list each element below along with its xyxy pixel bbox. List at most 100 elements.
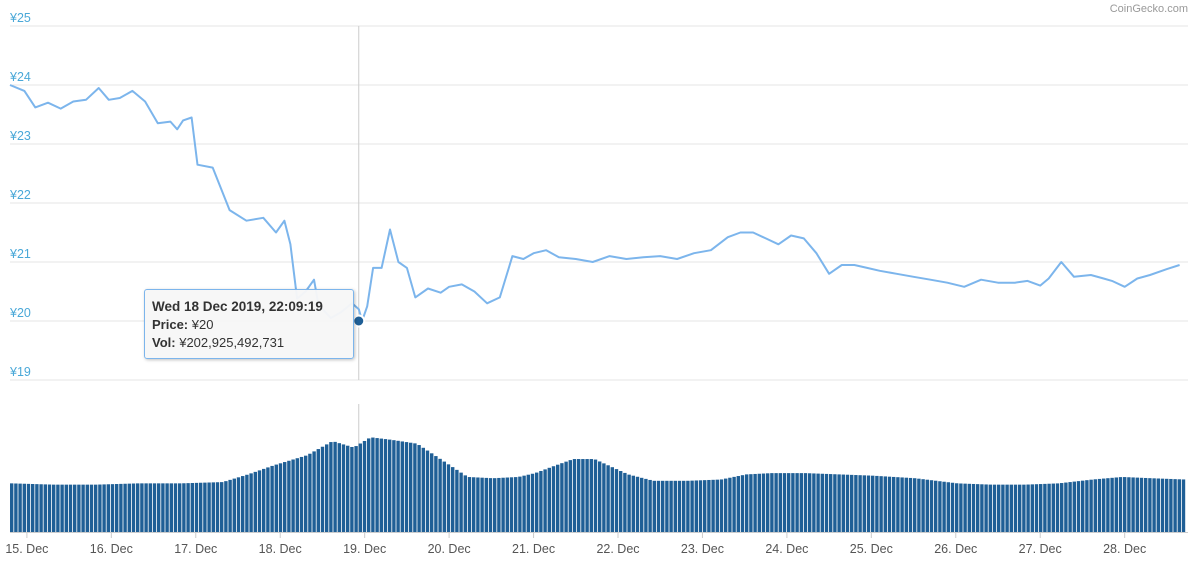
volume-bar: [1081, 480, 1085, 532]
volume-bar: [404, 442, 409, 532]
volume-bar: [572, 459, 577, 532]
volume-bar: [1018, 484, 1022, 532]
volume-bar: [589, 459, 593, 532]
volume-bar: [770, 473, 774, 532]
volume-bar: [409, 442, 413, 532]
y-tick-label: ¥23: [9, 129, 31, 143]
volume-bar: [379, 438, 383, 532]
volume-bar: [413, 443, 417, 532]
volume-bar: [950, 482, 955, 532]
volume-bar: [631, 475, 635, 532]
volume-bar: [430, 453, 434, 532]
volume-bar: [673, 480, 677, 532]
volume-bar: [1068, 482, 1072, 532]
volume-bar: [1102, 478, 1106, 532]
volume-bar: [761, 473, 766, 532]
volume-bar: [715, 479, 719, 532]
x-tick-label: 17. Dec: [174, 542, 217, 556]
volume-bar: [304, 455, 308, 532]
volume-bar: [77, 484, 81, 532]
volume-bar: [89, 484, 94, 532]
volume-bar: [47, 484, 52, 532]
volume-bar: [610, 467, 614, 532]
volume-bar: [312, 451, 316, 532]
volume-bar: [1135, 477, 1139, 532]
volume-bar: [833, 474, 837, 532]
volume-bar: [1165, 478, 1169, 532]
y-tick-label: ¥22: [9, 188, 31, 202]
volume-bar: [740, 475, 745, 532]
volume-bar: [593, 459, 598, 532]
volume-bar: [808, 473, 812, 532]
volume-bar: [514, 477, 518, 532]
volume-bar: [253, 471, 257, 532]
volume-bar: [186, 483, 190, 532]
volume-bar: [1106, 478, 1110, 532]
x-tick-label: 19. Dec: [343, 542, 386, 556]
volume-bar: [787, 473, 791, 532]
volume-bar: [358, 443, 362, 532]
volume-bar: [400, 441, 404, 532]
volume-bar: [627, 474, 631, 532]
volume-bar: [900, 477, 904, 532]
volume-bar: [98, 484, 102, 532]
volume-bar: [152, 483, 157, 532]
volume-bar: [1127, 477, 1131, 532]
volume-bar: [10, 483, 14, 532]
hover-tooltip: Wed 18 Dec 2019, 22:09:19 Price: ¥20 Vol…: [144, 289, 354, 359]
volume-bar: [875, 475, 879, 532]
volume-bar: [484, 477, 488, 532]
volume-bar: [971, 483, 976, 532]
volume-bar: [694, 480, 698, 532]
volume-bar: [102, 484, 106, 532]
volume-bar: [215, 482, 220, 532]
volume-bar: [1009, 484, 1013, 532]
volume-bar: [94, 484, 98, 532]
volume-bar: [1114, 477, 1118, 532]
volume-bar: [866, 475, 871, 532]
volume-bar: [623, 472, 627, 532]
volume-bar: [917, 478, 921, 532]
volume-bar: [791, 473, 795, 532]
volume-bar: [266, 467, 270, 532]
volume-bar: [551, 466, 556, 532]
volume-bar: [803, 473, 808, 532]
volume-bar: [988, 484, 992, 532]
volume-bar: [249, 473, 253, 532]
volume-bar: [123, 483, 127, 532]
volume-bar: [472, 477, 476, 532]
volume-bar: [967, 483, 971, 532]
volume-bar: [56, 484, 60, 532]
volume-bar: [85, 484, 89, 532]
volume-bar: [598, 461, 602, 532]
volume-bar: [1047, 483, 1051, 532]
volume-bar: [677, 480, 682, 532]
volume-bar: [858, 475, 862, 532]
tooltip-vol-label: Vol:: [152, 335, 176, 350]
volume-bar: [1169, 478, 1173, 532]
volume-bar: [455, 469, 459, 532]
volume-bar: [824, 473, 829, 532]
volume-bar: [539, 470, 543, 532]
volume-bar: [463, 475, 467, 532]
volume-bar: [690, 480, 694, 532]
volume-bar: [644, 478, 648, 532]
volume-bar: [812, 473, 816, 532]
volume-bar: [1076, 481, 1081, 532]
volume-bar: [661, 480, 665, 532]
volume-bar: [707, 479, 711, 532]
volume-bar: [1030, 484, 1034, 532]
tooltip-vol-row: Vol: ¥202,925,492,731: [152, 334, 346, 352]
y-tick-label: ¥24: [9, 70, 31, 84]
volume-bar: [1177, 479, 1181, 532]
volume-bar: [467, 477, 472, 532]
source-credit-link[interactable]: CoinGecko.com: [1109, 3, 1188, 15]
volume-bar: [81, 484, 85, 532]
x-tick-label: 22. Dec: [596, 542, 639, 556]
volume-bar: [896, 477, 900, 532]
volume-bar: [283, 462, 287, 532]
hover-point-marker[interactable]: [352, 314, 366, 328]
volume-bar: [362, 440, 367, 532]
volume-bar: [845, 474, 850, 532]
